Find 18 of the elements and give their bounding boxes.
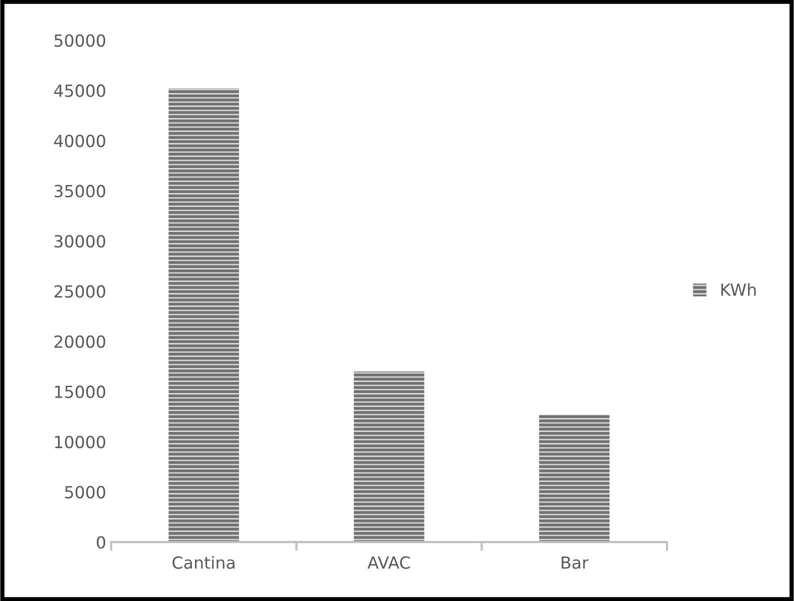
y-tick-label: 20000: [54, 335, 106, 348]
bar: [354, 371, 424, 542]
y-tick-label: 5000: [65, 486, 106, 498]
x-tick-label: AVAC: [367, 556, 410, 569]
x-tick-label: Bar: [562, 556, 589, 569]
y-tick-label: 40000: [54, 134, 106, 148]
bar: [168, 88, 239, 542]
y-tick-label: 15000: [55, 386, 106, 398]
y-tick-label: 0: [96, 536, 106, 549]
y-tick-label: 35000: [54, 184, 106, 198]
legend-label: KWh: [721, 283, 756, 296]
x-tick-label: Cantina: [172, 556, 234, 569]
bar: [539, 414, 610, 542]
y-tick-label: 10000: [55, 436, 106, 448]
y-tick-label: 45000: [54, 84, 106, 98]
y-tick-label: 30000: [54, 234, 106, 248]
y-tick-label: 25000: [54, 285, 106, 298]
y-tick-label: 50000: [54, 34, 106, 47]
